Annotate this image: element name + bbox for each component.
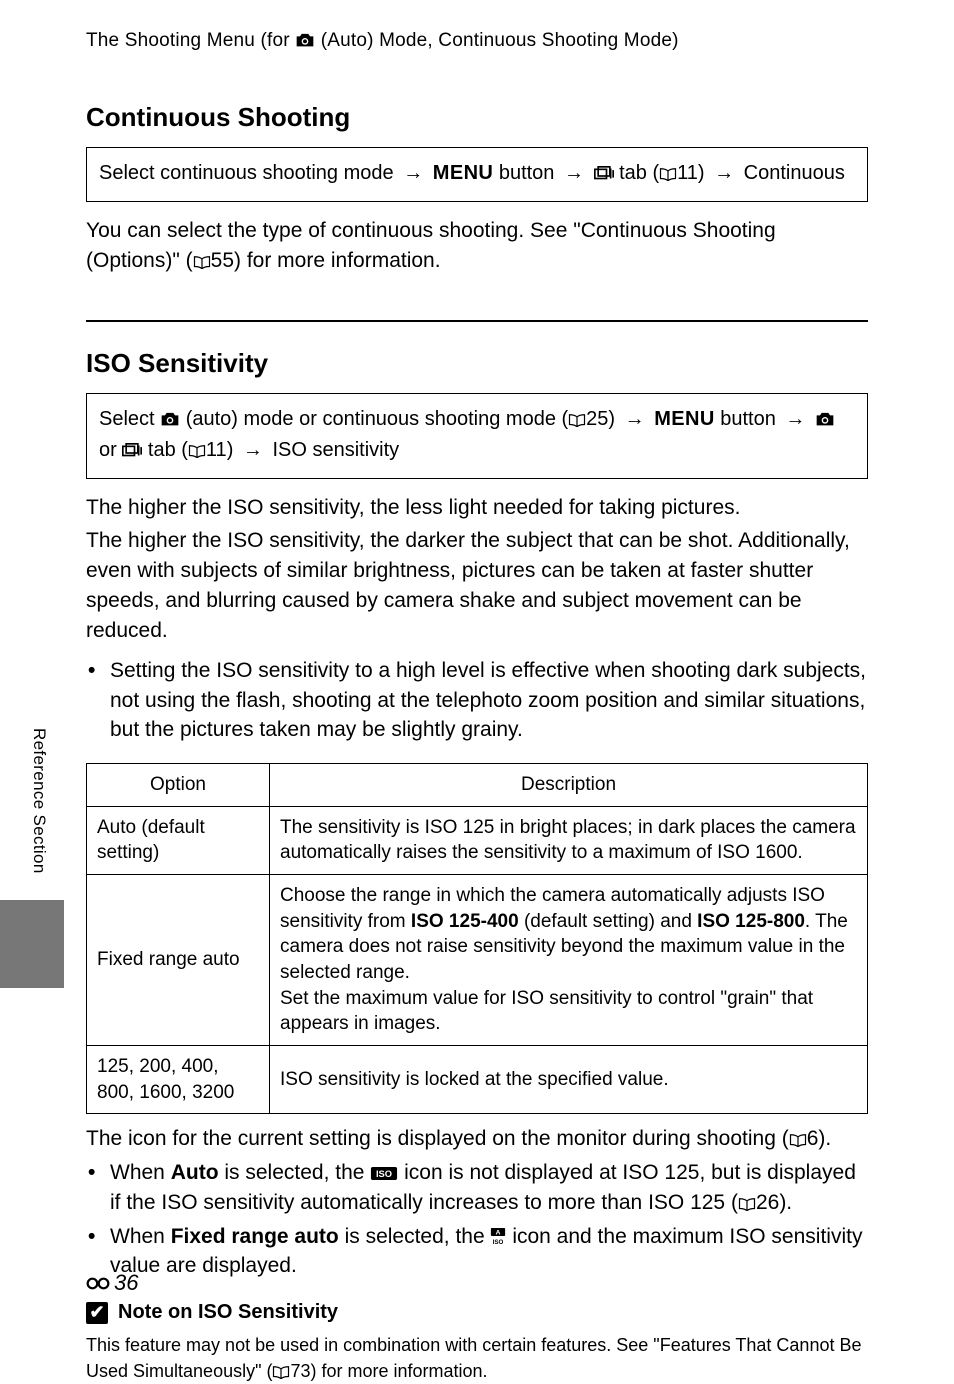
table-cell-option: Fixed range auto — [87, 875, 270, 1046]
nav-text: or — [99, 439, 122, 461]
camera-icon — [295, 33, 315, 48]
heading-continuous-shooting: Continuous Shooting — [86, 102, 868, 133]
para-text: ) for more information. — [234, 249, 441, 272]
iso-a-icon — [490, 1227, 506, 1245]
camera-icon — [815, 412, 835, 427]
nav-text: ) — [227, 439, 239, 461]
book-icon — [568, 413, 586, 427]
nav-path-continuous: Select continuous shooting mode → MENU b… — [86, 147, 868, 202]
breadcrumb: The Shooting Menu (for (Auto) Mode, Cont… — [86, 30, 868, 52]
book-icon — [789, 1133, 807, 1147]
nav-text: Continuous — [738, 162, 845, 184]
note-text: ) for more information. — [311, 1361, 488, 1381]
iso-table: Option Description Auto (default setting… — [86, 763, 868, 1114]
section-divider — [86, 320, 868, 322]
burst-icon — [122, 443, 142, 458]
item-strong: Fixed range auto — [171, 1225, 339, 1248]
page-ref: 26 — [756, 1191, 779, 1214]
para-text: ). — [818, 1127, 831, 1150]
paragraph: You can select the type of continuous sh… — [86, 216, 868, 276]
nav-text: Select — [99, 408, 160, 430]
page-ref: 55 — [211, 249, 234, 272]
list-item: When Auto is selected, the icon is not d… — [86, 1158, 868, 1218]
page-ref: 11 — [206, 439, 227, 461]
check-icon: ✔ — [86, 1302, 108, 1324]
nav-text: tab ( — [142, 439, 188, 461]
page-ref: 11 — [677, 162, 698, 184]
item-text: is selected, the — [219, 1161, 371, 1184]
table-cell-desc: ISO sensitivity is locked at the specifi… — [270, 1045, 868, 1113]
paragraph: The higher the ISO sensitivity, the less… — [86, 493, 868, 523]
list-item: Setting the ISO sensitivity to a high le… — [86, 656, 868, 745]
nav-text: ) — [608, 408, 620, 430]
cell-text: (default setting) and — [519, 911, 698, 932]
heading-iso: ISO Sensitivity — [86, 348, 868, 379]
iso-icon — [370, 1166, 398, 1181]
table-row: Fixed range auto Choose the range in whi… — [87, 875, 868, 1046]
camera-icon — [160, 412, 180, 427]
nav-text: ISO sensitivity — [267, 439, 399, 461]
side-tab: Reference Section — [28, 710, 50, 892]
breadcrumb-suffix: (Auto) Mode, Continuous Shooting Mode) — [315, 30, 678, 51]
book-icon — [659, 167, 677, 181]
arrow-icon: → — [785, 408, 805, 430]
breadcrumb-prefix: The Shooting Menu (for — [86, 30, 295, 51]
nav-text: ) — [698, 162, 710, 184]
book-icon — [188, 444, 206, 458]
nav-text: button — [715, 408, 782, 430]
paragraph: The higher the ISO sensitivity, the dark… — [86, 526, 868, 645]
cell-strong: ISO 125-800 — [697, 911, 805, 932]
table-header-option: Option — [87, 764, 270, 807]
link-icon — [86, 1277, 110, 1290]
nav-text: (auto) mode or continuous shooting mode … — [180, 408, 568, 430]
note-heading: ✔ Note on ISO Sensitivity — [86, 1301, 868, 1324]
item-strong: Auto — [171, 1161, 219, 1184]
page-ref: 6 — [807, 1127, 819, 1150]
nav-text: tab ( — [614, 162, 660, 184]
burst-icon — [594, 166, 614, 181]
book-icon — [738, 1197, 756, 1211]
table-row: 125, 200, 400, 800, 1600, 3200 ISO sensi… — [87, 1045, 868, 1113]
page-number-value: 36 — [114, 1270, 138, 1296]
page-number: 36 — [86, 1270, 138, 1296]
arrow-icon: → — [714, 162, 734, 184]
para-text: The icon for the current setting is disp… — [86, 1127, 789, 1150]
bullet-list: When Auto is selected, the icon is not d… — [86, 1158, 868, 1281]
item-text: When — [110, 1225, 171, 1248]
nav-path-iso: Select (auto) mode or continuous shootin… — [86, 393, 868, 479]
paragraph: The icon for the current setting is disp… — [86, 1124, 868, 1154]
book-icon — [272, 1365, 290, 1379]
book-icon — [193, 255, 211, 269]
arrow-icon: → — [564, 162, 584, 184]
side-tab-label: Reference Section — [29, 728, 49, 874]
side-thumb-block — [0, 900, 64, 988]
table-cell-option: Auto (default setting) — [87, 806, 270, 874]
nav-text: Select continuous shooting mode — [99, 162, 399, 184]
table-cell-desc: Choose the range in which the camera aut… — [270, 875, 868, 1046]
menu-button-label: MENU — [654, 408, 715, 430]
table-cell-desc: The sensitivity is ISO 125 in bright pla… — [270, 806, 868, 874]
cell-text: Set the maximum value for ISO sensitivit… — [280, 988, 813, 1035]
item-text: When — [110, 1161, 171, 1184]
cell-strong: ISO 125-400 — [411, 911, 519, 932]
table-cell-option: 125, 200, 400, 800, 1600, 3200 — [87, 1045, 270, 1113]
arrow-icon: → — [403, 162, 423, 184]
table-header-description: Description — [270, 764, 868, 807]
page-ref: 25 — [586, 408, 608, 430]
page-ref: 73 — [290, 1361, 310, 1381]
nav-text: button — [493, 162, 560, 184]
table-row: Auto (default setting) The sensitivity i… — [87, 806, 868, 874]
item-text: is selected, the — [339, 1225, 491, 1248]
arrow-icon: → — [243, 439, 263, 461]
menu-button-label: MENU — [433, 162, 494, 184]
note-body: This feature may not be used in combinat… — [86, 1332, 868, 1384]
note-title: Note on ISO Sensitivity — [118, 1301, 338, 1324]
arrow-icon: → — [625, 408, 645, 430]
item-text: ). — [779, 1191, 792, 1214]
list-item: When Fixed range auto is selected, the i… — [86, 1222, 868, 1282]
bullet-list: Setting the ISO sensitivity to a high le… — [86, 656, 868, 745]
